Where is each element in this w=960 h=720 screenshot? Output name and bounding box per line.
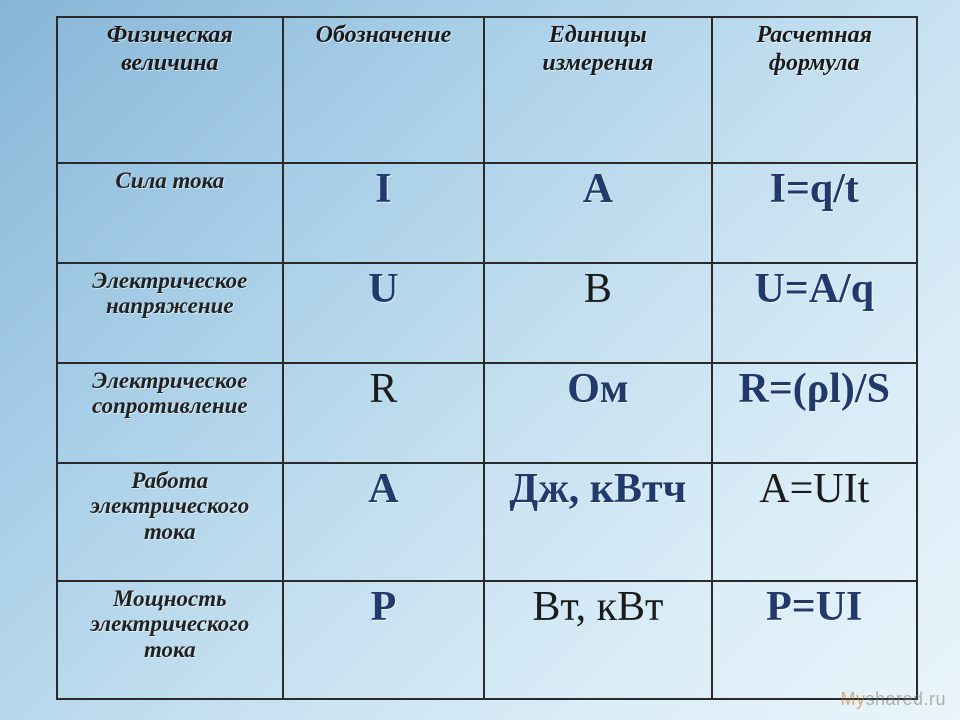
cell-unit-text: Вт, кВт bbox=[532, 584, 663, 630]
cell-unit-text: Дж, кВтч bbox=[509, 466, 686, 512]
quantity-name: Сила тока bbox=[115, 168, 224, 193]
header-formula: Расчетная формула bbox=[712, 17, 918, 163]
cell-symbol: R bbox=[283, 363, 485, 463]
table-row: Электрическое сопротивление R Ом R=(ρl)/S bbox=[57, 363, 917, 463]
cell-formula-text: U=A/q bbox=[754, 266, 874, 312]
table-row: Сила тока I А I=q/t bbox=[57, 163, 917, 263]
cell-unit-text: В bbox=[584, 266, 612, 312]
cell-formula: R=(ρl)/S bbox=[712, 363, 918, 463]
cell-quantity-name: Работа электрического тока bbox=[57, 463, 283, 581]
cell-unit: В bbox=[484, 263, 711, 363]
cell-unit: Вт, кВт bbox=[484, 581, 711, 699]
cell-formula: I=q/t bbox=[712, 163, 918, 263]
cell-symbol-text: R bbox=[369, 366, 397, 412]
watermark: Myshared.ru bbox=[840, 689, 946, 710]
cell-symbol-text: U bbox=[368, 266, 398, 312]
cell-formula-text: A=UIt bbox=[759, 466, 869, 512]
cell-formula: U=A/q bbox=[712, 263, 918, 363]
header-symbol: Обозначение bbox=[283, 17, 485, 163]
cell-symbol: U bbox=[283, 263, 485, 363]
cell-quantity-name: Электрическое сопротивление bbox=[57, 363, 283, 463]
cell-symbol: I bbox=[283, 163, 485, 263]
cell-unit: А bbox=[484, 163, 711, 263]
quantity-name: Электрическое сопротивление bbox=[92, 368, 248, 418]
cell-formula-text: P=UI bbox=[766, 584, 862, 630]
cell-formula: P=UI bbox=[712, 581, 918, 699]
header-quantity: Физическая величина bbox=[57, 17, 283, 163]
cell-unit-text: Ом bbox=[567, 366, 628, 412]
watermark-suffix: shared.ru bbox=[865, 689, 946, 709]
cell-quantity-name: Мощность электрического тока bbox=[57, 581, 283, 699]
cell-quantity-name: Сила тока bbox=[57, 163, 283, 263]
cell-unit: Ом bbox=[484, 363, 711, 463]
cell-unit: Дж, кВтч bbox=[484, 463, 711, 581]
cell-symbol-text: A bbox=[368, 466, 398, 512]
cell-unit-text: А bbox=[583, 166, 613, 212]
cell-quantity-name: Электрическое напряжение bbox=[57, 263, 283, 363]
physics-quantities-table: Физическая величина Обозначение Единицы … bbox=[56, 16, 918, 700]
watermark-prefix: My bbox=[840, 689, 865, 709]
header-units: Единицы измерения bbox=[484, 17, 711, 163]
table-row: Мощность электрического тока P Вт, кВт P=UI bbox=[57, 581, 917, 699]
cell-symbol: P bbox=[283, 581, 485, 699]
cell-symbol-text: P bbox=[371, 584, 397, 630]
quantity-name: Работа электрического тока bbox=[90, 468, 249, 544]
quantity-name: Электрическое напряжение bbox=[92, 268, 247, 318]
cell-formula: A=UIt bbox=[712, 463, 918, 581]
cell-formula-text: I=q/t bbox=[770, 166, 859, 212]
cell-symbol: A bbox=[283, 463, 485, 581]
cell-formula-text: R=(ρl)/S bbox=[739, 366, 890, 412]
table-row: Электрическое напряжение U В U=A/q bbox=[57, 263, 917, 363]
quantity-name: Мощность электрического тока bbox=[90, 586, 249, 662]
table-row: Работа электрического тока A Дж, кВтч A=UIt bbox=[57, 463, 917, 581]
table-header-row: Физическая величина Обозначение Единицы … bbox=[57, 17, 917, 163]
cell-symbol-text: I bbox=[375, 166, 391, 212]
